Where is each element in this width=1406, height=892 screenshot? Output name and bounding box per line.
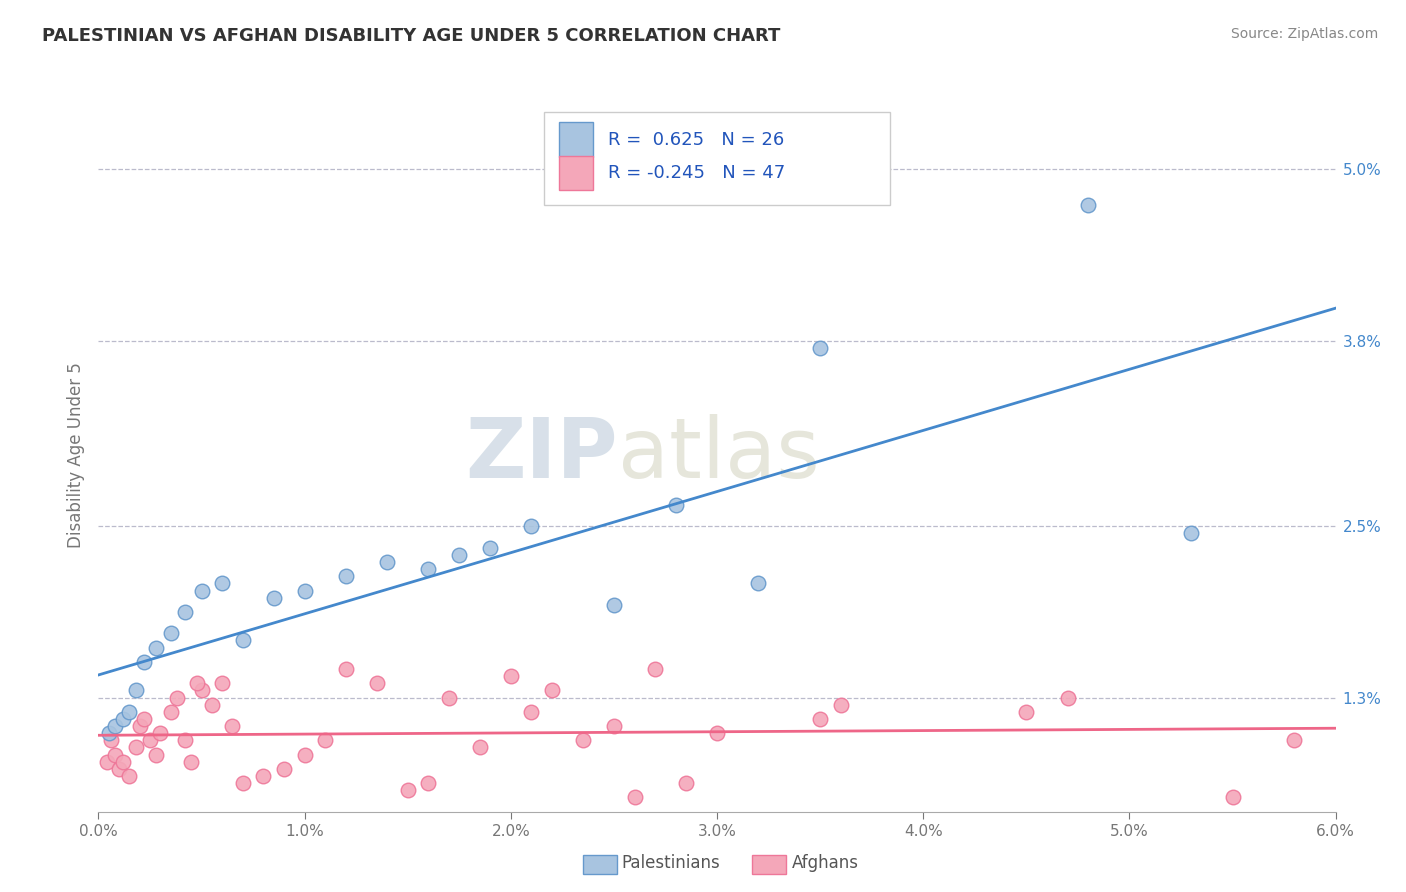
Point: [128, 719, 150, 733]
Text: atlas: atlas: [619, 415, 820, 495]
Point: [468, 740, 491, 755]
Point: [96, 755, 118, 769]
Point: [190, 683, 212, 698]
Point: [174, 605, 197, 619]
Point: [104, 747, 127, 762]
Point: [1180, 526, 1202, 541]
Point: [541, 683, 564, 698]
Point: [520, 519, 543, 533]
Point: [149, 726, 172, 740]
Point: [499, 669, 522, 683]
Point: [263, 591, 285, 605]
Bar: [558, 156, 593, 190]
Text: Afghans: Afghans: [792, 855, 859, 872]
Point: [190, 583, 212, 598]
Point: [665, 498, 688, 512]
Text: PALESTINIAN VS AFGHAN DISABILITY AGE UNDER 5 CORRELATION CHART: PALESTINIAN VS AFGHAN DISABILITY AGE UND…: [42, 27, 780, 45]
Y-axis label: Disability Age Under 5: Disability Age Under 5: [66, 362, 84, 548]
Point: [232, 776, 254, 790]
Point: [145, 747, 167, 762]
Point: [118, 705, 141, 719]
Point: [201, 698, 224, 712]
Point: [335, 569, 357, 583]
Point: [273, 762, 295, 776]
Point: [112, 712, 135, 726]
Point: [145, 640, 167, 655]
Point: [1056, 690, 1078, 705]
Point: [174, 733, 197, 747]
Point: [97, 726, 120, 740]
Point: [294, 747, 316, 762]
Point: [211, 576, 233, 591]
FancyBboxPatch shape: [544, 112, 890, 205]
Point: [418, 776, 440, 790]
Point: [159, 705, 181, 719]
Bar: [558, 122, 593, 157]
Point: [375, 555, 398, 569]
Point: [644, 662, 666, 676]
Point: [520, 705, 543, 719]
Point: [180, 755, 202, 769]
Point: [232, 633, 254, 648]
Point: [108, 762, 131, 776]
Point: [335, 662, 357, 676]
Point: [132, 655, 155, 669]
Point: [1077, 198, 1099, 212]
Point: [104, 719, 127, 733]
Point: [1222, 790, 1244, 805]
Point: [294, 583, 316, 598]
Point: [603, 719, 626, 733]
Point: [479, 541, 502, 555]
Text: Palestinians: Palestinians: [621, 855, 720, 872]
Text: R =  0.625   N = 26: R = 0.625 N = 26: [609, 130, 785, 148]
Point: [623, 790, 645, 805]
Point: [1015, 705, 1038, 719]
Point: [124, 740, 146, 755]
Text: Source: ZipAtlas.com: Source: ZipAtlas.com: [1230, 27, 1378, 41]
Point: [100, 733, 122, 747]
Point: [118, 769, 141, 783]
Point: [186, 676, 208, 690]
Point: [159, 626, 181, 640]
Point: [437, 690, 460, 705]
Point: [366, 676, 388, 690]
Point: [112, 755, 135, 769]
Point: [808, 341, 831, 355]
Point: [139, 733, 162, 747]
Point: [396, 783, 419, 797]
Point: [314, 733, 336, 747]
Point: [747, 576, 769, 591]
Point: [221, 719, 243, 733]
Point: [572, 733, 595, 747]
Point: [166, 690, 188, 705]
Point: [449, 548, 471, 562]
Point: [675, 776, 697, 790]
Point: [211, 676, 233, 690]
Point: [252, 769, 274, 783]
Point: [830, 698, 852, 712]
Point: [124, 683, 146, 698]
Text: R = -0.245   N = 47: R = -0.245 N = 47: [609, 164, 786, 182]
Point: [418, 562, 440, 576]
Point: [603, 598, 626, 612]
Text: ZIP: ZIP: [465, 415, 619, 495]
Point: [132, 712, 155, 726]
Point: [1284, 733, 1306, 747]
Point: [706, 726, 728, 740]
Point: [808, 712, 831, 726]
